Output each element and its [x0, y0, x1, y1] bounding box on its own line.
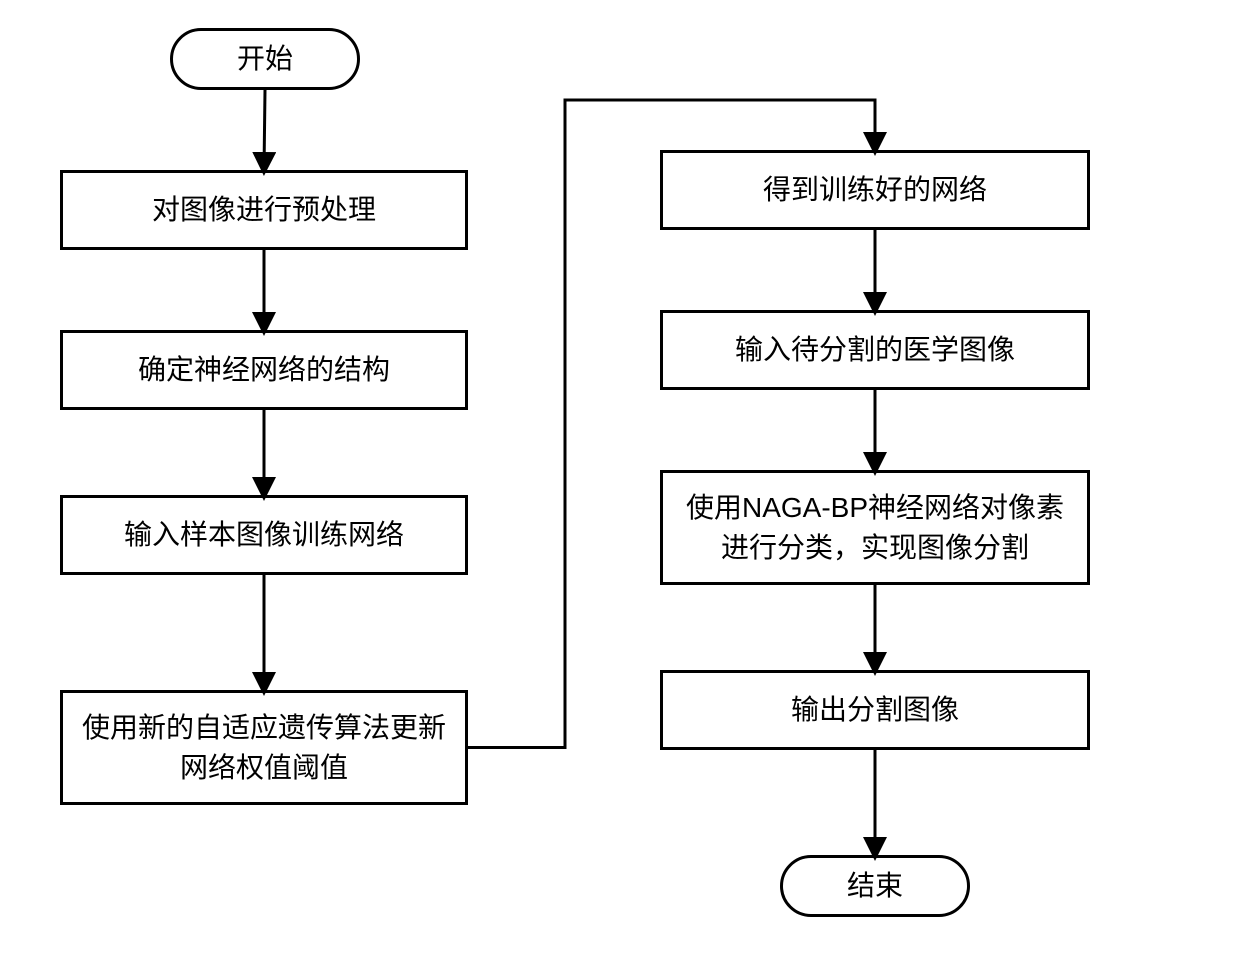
flowchart-container: 开始 对图像进行预处理 确定神经网络的结构 输入样本图像训练网络 使用新的自适应…	[20, 20, 1220, 954]
process-classify: 使用NAGA-BP神经网络对像素进行分类，实现图像分割	[660, 470, 1090, 585]
process-output-label: 输出分割图像	[791, 690, 959, 729]
process-preprocess: 对图像进行预处理	[60, 170, 468, 250]
end-label: 结束	[847, 866, 903, 905]
process-naga-label: 使用新的自适应遗传算法更新网络权值阈值	[77, 708, 451, 786]
process-naga: 使用新的自适应遗传算法更新网络权值阈值	[60, 690, 468, 805]
end-terminal: 结束	[780, 855, 970, 917]
process-input-medical-label: 输入待分割的医学图像	[735, 330, 1015, 369]
process-structure-label: 确定神经网络的结构	[138, 350, 390, 389]
process-classify-label: 使用NAGA-BP神经网络对像素进行分类，实现图像分割	[677, 488, 1073, 566]
process-train-label: 输入样本图像训练网络	[124, 515, 404, 554]
process-output: 输出分割图像	[660, 670, 1090, 750]
process-input-medical: 输入待分割的医学图像	[660, 310, 1090, 390]
process-structure: 确定神经网络的结构	[60, 330, 468, 410]
process-trained-net-label: 得到训练好的网络	[763, 170, 987, 209]
process-train: 输入样本图像训练网络	[60, 495, 468, 575]
process-preprocess-label: 对图像进行预处理	[152, 190, 376, 229]
start-terminal: 开始	[170, 28, 360, 90]
process-trained-net: 得到训练好的网络	[660, 150, 1090, 230]
start-label: 开始	[237, 39, 293, 78]
